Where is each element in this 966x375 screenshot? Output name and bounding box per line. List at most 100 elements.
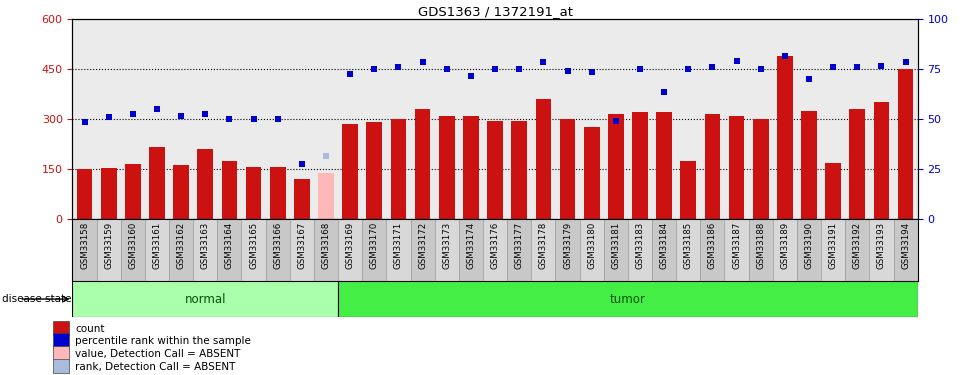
Bar [53, 346, 70, 360]
Text: GSM33163: GSM33163 [201, 222, 210, 269]
Bar [366, 122, 383, 219]
Bar [362, 219, 386, 281]
Bar [121, 219, 145, 281]
Text: GSM33171: GSM33171 [394, 222, 403, 269]
Bar [411, 219, 435, 281]
Text: GSM33166: GSM33166 [273, 222, 282, 269]
Bar [53, 321, 70, 335]
Bar [459, 219, 483, 281]
Bar [753, 119, 769, 219]
Bar [390, 119, 407, 219]
Bar [535, 99, 552, 219]
Bar [318, 172, 334, 219]
Bar [72, 281, 338, 317]
Text: rank, Detection Call = ABSENT: rank, Detection Call = ABSENT [75, 362, 236, 372]
Bar [849, 109, 866, 219]
Bar [777, 56, 793, 219]
Text: GSM33173: GSM33173 [442, 222, 451, 269]
Text: GSM33176: GSM33176 [491, 222, 499, 269]
Bar [845, 219, 869, 281]
Text: GSM33165: GSM33165 [249, 222, 258, 269]
Bar [294, 179, 310, 219]
Bar [435, 219, 459, 281]
Bar [266, 219, 290, 281]
Bar [797, 219, 821, 281]
Bar [342, 124, 358, 219]
Bar [72, 219, 97, 281]
Bar [680, 161, 696, 219]
Bar [414, 109, 431, 219]
Text: disease state: disease state [2, 294, 71, 304]
Bar [604, 219, 628, 281]
Bar [221, 161, 238, 219]
Bar [149, 147, 165, 219]
Bar [242, 219, 266, 281]
Bar [801, 111, 817, 219]
Bar [507, 219, 531, 281]
Bar [53, 333, 70, 348]
Bar [821, 219, 845, 281]
Bar [724, 219, 749, 281]
Bar [559, 119, 576, 219]
Text: GSM33183: GSM33183 [636, 222, 644, 269]
Text: GSM33174: GSM33174 [467, 222, 475, 269]
Text: normal: normal [185, 292, 226, 306]
Bar [656, 112, 672, 219]
Text: GSM33160: GSM33160 [128, 222, 137, 269]
Text: GSM33162: GSM33162 [177, 222, 185, 269]
Text: GSM33192: GSM33192 [853, 222, 862, 269]
Bar [97, 219, 121, 281]
Text: GSM33164: GSM33164 [225, 222, 234, 269]
Bar [873, 102, 890, 219]
Bar [487, 121, 503, 219]
Bar [314, 219, 338, 281]
Bar [386, 219, 411, 281]
Title: GDS1363 / 1372191_at: GDS1363 / 1372191_at [417, 4, 573, 18]
Bar [338, 281, 918, 317]
Text: GSM33190: GSM33190 [805, 222, 813, 269]
Bar [483, 219, 507, 281]
Text: GSM33191: GSM33191 [829, 222, 838, 269]
Bar [245, 166, 262, 219]
Text: count: count [75, 324, 104, 334]
Bar [197, 149, 213, 219]
Bar [700, 219, 724, 281]
Bar [290, 219, 314, 281]
Text: GSM33193: GSM33193 [877, 222, 886, 269]
Bar [894, 219, 918, 281]
Text: value, Detection Call = ABSENT: value, Detection Call = ABSENT [75, 349, 241, 359]
Text: tumor: tumor [610, 292, 646, 306]
Bar [217, 219, 242, 281]
Bar [270, 166, 286, 219]
Text: GSM33177: GSM33177 [515, 222, 524, 269]
Text: GSM33159: GSM33159 [104, 222, 113, 269]
Text: GSM33178: GSM33178 [539, 222, 548, 269]
Text: GSM33167: GSM33167 [298, 222, 306, 269]
Text: percentile rank within the sample: percentile rank within the sample [75, 336, 251, 346]
Text: GSM33189: GSM33189 [781, 222, 789, 269]
Bar [749, 219, 773, 281]
Bar [652, 219, 676, 281]
Bar [169, 219, 193, 281]
Bar [555, 219, 580, 281]
Text: GSM33187: GSM33187 [732, 222, 741, 269]
Text: GSM33181: GSM33181 [611, 222, 620, 269]
Text: GSM33188: GSM33188 [756, 222, 765, 269]
Bar [869, 219, 894, 281]
Bar [338, 219, 362, 281]
Bar [632, 112, 648, 219]
Text: GSM33169: GSM33169 [346, 222, 355, 269]
Bar [125, 164, 141, 219]
Bar [897, 69, 914, 219]
Text: GSM33179: GSM33179 [563, 222, 572, 269]
Text: GSM33186: GSM33186 [708, 222, 717, 269]
Bar [825, 162, 841, 219]
Text: GSM33185: GSM33185 [684, 222, 693, 269]
Bar [583, 128, 600, 219]
Bar [728, 116, 745, 219]
Bar [676, 219, 700, 281]
Text: GSM33158: GSM33158 [80, 222, 89, 269]
Text: GSM33168: GSM33168 [322, 222, 330, 269]
Text: GSM33172: GSM33172 [418, 222, 427, 269]
Bar [193, 219, 217, 281]
